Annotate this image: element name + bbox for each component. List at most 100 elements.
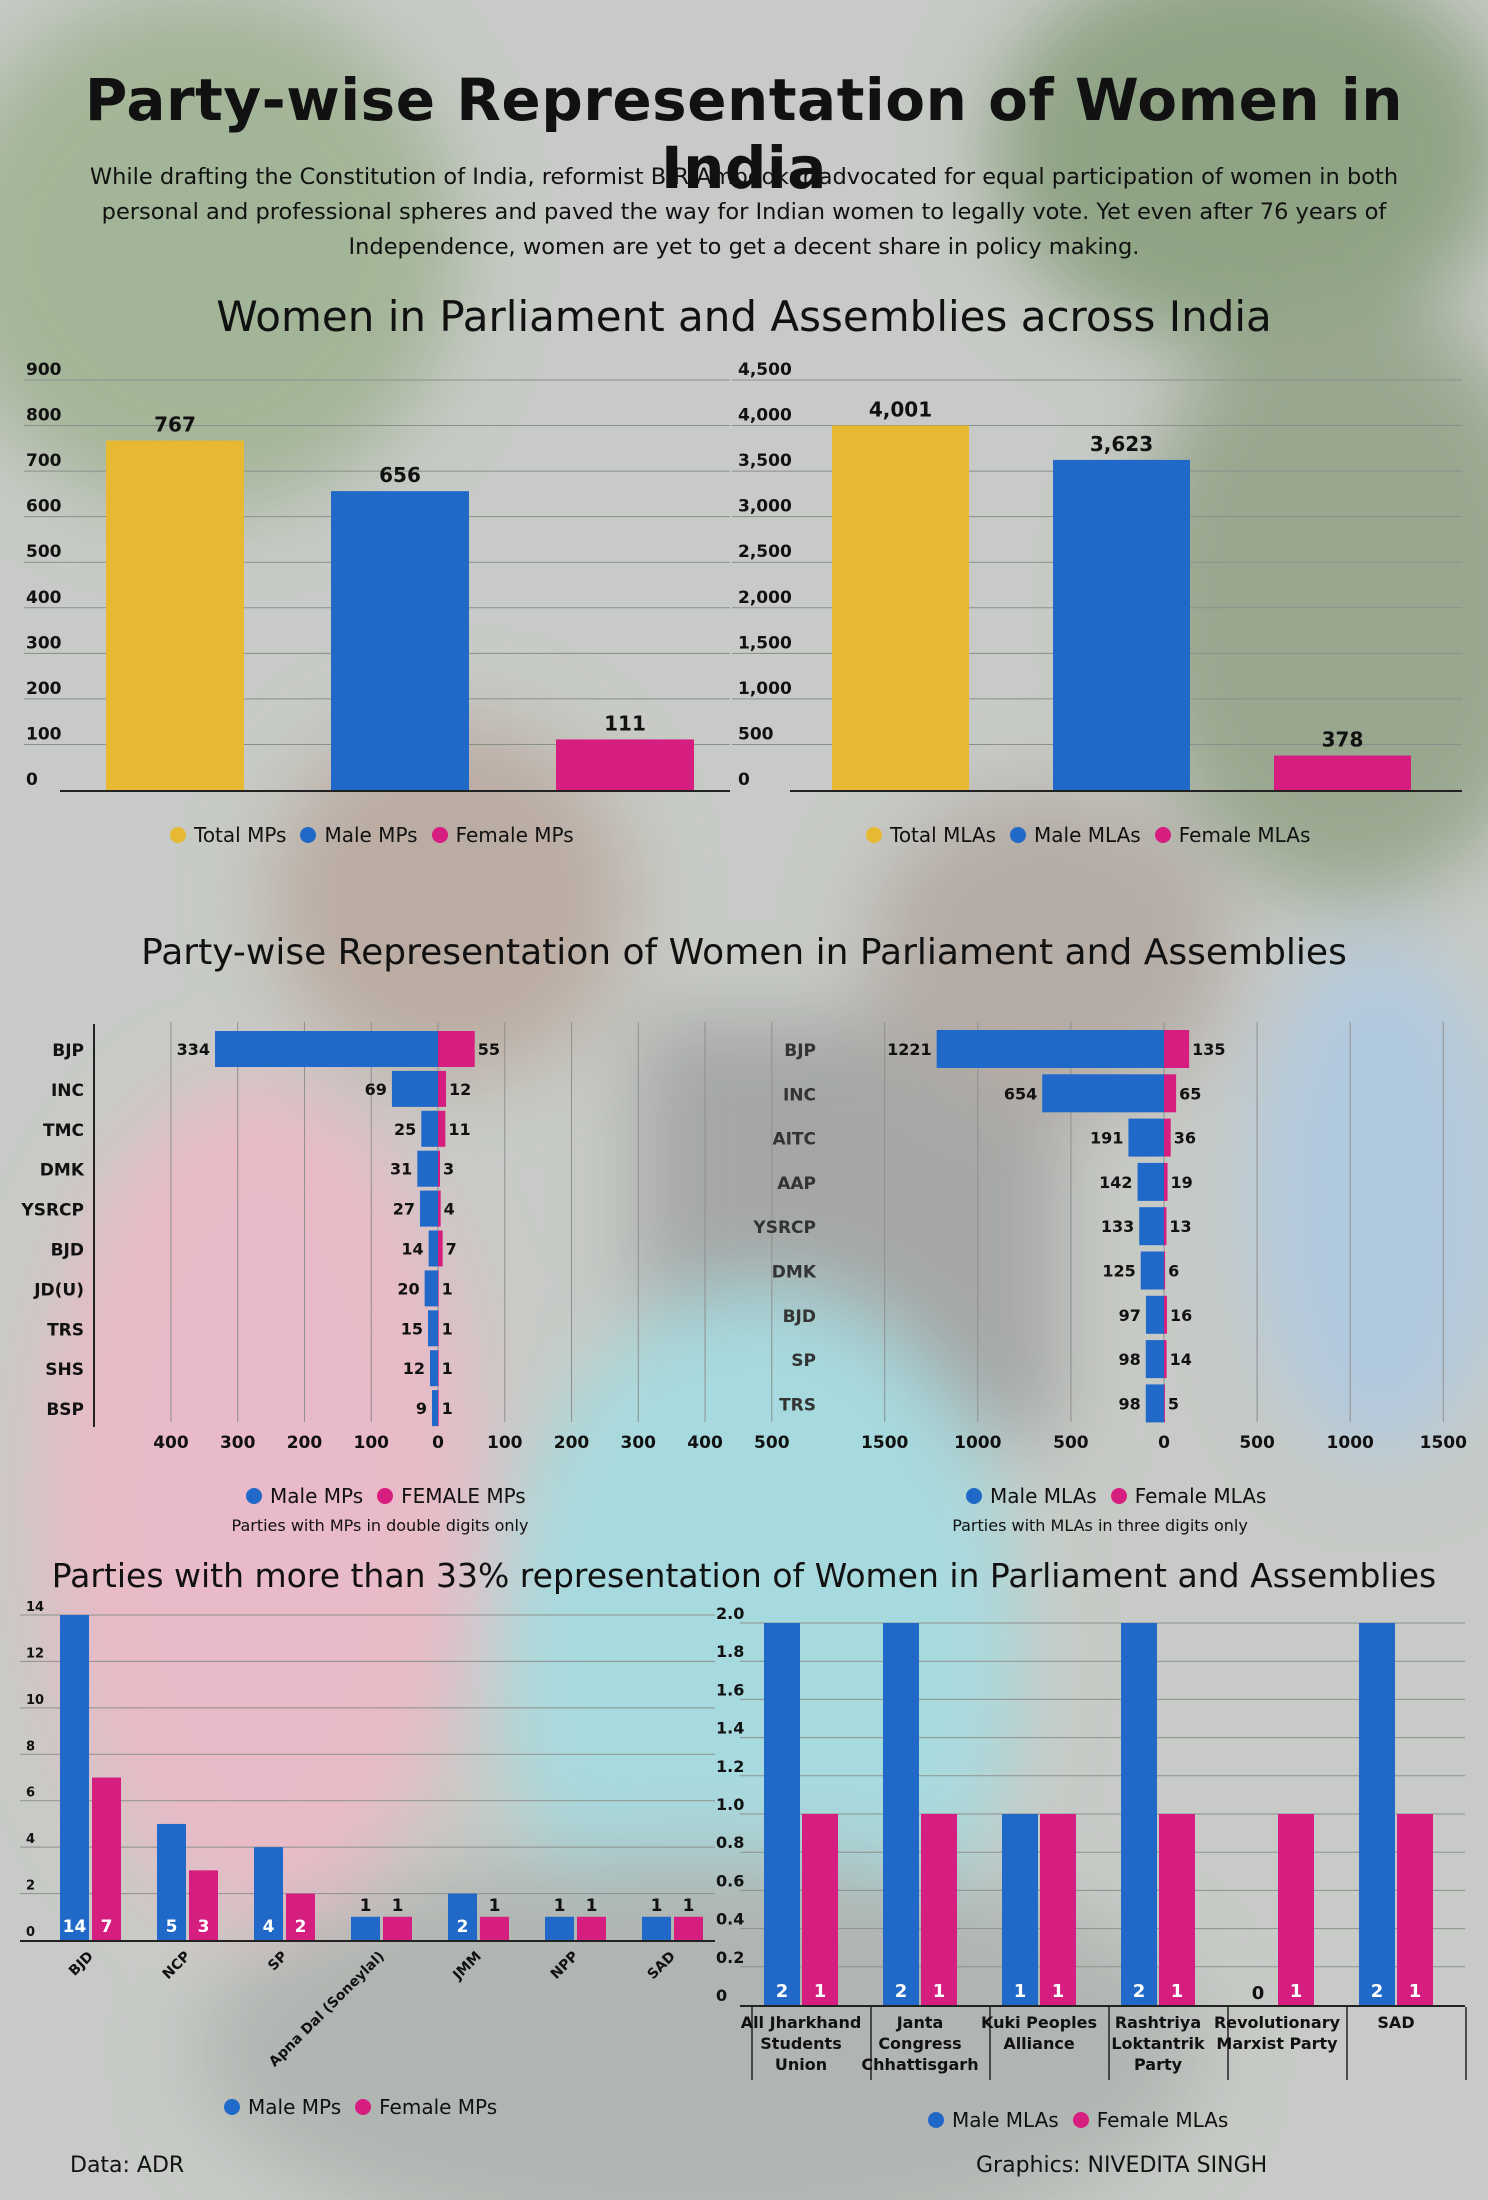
- bar-female: [1278, 1814, 1314, 2005]
- y-tick-label: 1.8: [716, 1642, 744, 1661]
- category-label: SP: [791, 1351, 816, 1371]
- legend-party-mps: Male MPs FEMALE MPs: [246, 1484, 526, 1508]
- data-label-female: 7: [101, 1917, 113, 1937]
- y-tick-label: 1,000: [738, 679, 792, 699]
- bar-male: [764, 1623, 800, 2005]
- data-credit: Data: ADR: [70, 2153, 185, 2178]
- bar-male: [545, 1916, 574, 1940]
- y-tick-label: 300: [26, 633, 62, 653]
- data-label-female: 1: [1171, 1981, 1184, 2002]
- y-tick-label: 0.2: [716, 1948, 744, 1967]
- data-label-female: 1: [442, 1319, 453, 1338]
- legend-item-male-mlas: Male MLAs: [966, 1484, 1097, 1508]
- legend-mps: Total MPs Male MPs Female MPs: [170, 823, 574, 847]
- bar-female: [189, 1870, 218, 1940]
- bar-female: [438, 1110, 446, 1147]
- data-label-male: 15: [401, 1319, 423, 1338]
- section-title-totals: Women in Parliament and Assemblies acros…: [216, 292, 1272, 341]
- bar-male: [429, 1350, 438, 1387]
- x-tick-label: 300: [220, 1433, 256, 1453]
- data-label-male: 191: [1090, 1129, 1123, 1148]
- bar-male: [417, 1150, 438, 1187]
- category-label: Kuki Peoples Alliance: [981, 2013, 1097, 2053]
- blue-dot-icon: [246, 1488, 262, 1504]
- x-tick-label: 0: [432, 1433, 444, 1453]
- note-party-mps: Parties with MPs in double digits only: [231, 1516, 529, 1535]
- y-tick-label: 2.0: [716, 1604, 744, 1623]
- bar-female: [438, 1350, 439, 1387]
- category-label: YSRCP: [20, 1201, 84, 1221]
- y-tick-label: 14: [26, 1600, 44, 1615]
- bar-female: [674, 1916, 703, 1940]
- bar-female: [1164, 1340, 1167, 1379]
- bar-female: [92, 1777, 121, 1940]
- bar-male: [157, 1823, 186, 1940]
- legend-33-mps: Male MPs Female MPs: [224, 2095, 497, 2119]
- bar-male: [1145, 1384, 1164, 1423]
- bar-male: [1128, 1118, 1164, 1157]
- y-tick-label: 900: [26, 360, 62, 380]
- x-tick-label: 0: [1158, 1433, 1170, 1453]
- category-label: AITC: [772, 1130, 816, 1150]
- data-label-male: 334: [177, 1040, 210, 1059]
- data-label-female: 1: [1290, 1981, 1303, 2002]
- blue-dot-icon: [966, 1488, 982, 1504]
- y-tick-label: 500: [26, 542, 62, 562]
- data-label-female: 65: [1179, 1084, 1201, 1103]
- data-label-male: 98: [1118, 1350, 1140, 1369]
- legend-party-mlas: Male MLAs Female MLAs: [966, 1484, 1266, 1508]
- category-label: BJP: [52, 1041, 84, 1061]
- category-label: JMM: [449, 1949, 484, 1984]
- bar-female: [438, 1031, 475, 1067]
- data-label: 4,001: [869, 397, 932, 421]
- bar-female: [383, 1916, 412, 1940]
- bar-male: [448, 1893, 477, 1940]
- x-tick-label: 1500: [1420, 1433, 1467, 1453]
- y-tick-label: 4,000: [738, 406, 792, 426]
- data-label-female: 1: [489, 1896, 501, 1916]
- category-label: BJP: [784, 1041, 816, 1061]
- x-tick-label: 300: [621, 1433, 657, 1453]
- gold-dot-icon: [170, 827, 186, 843]
- x-tick-label: 1000: [1327, 1433, 1374, 1453]
- data-label-female: 1: [933, 1981, 946, 2002]
- data-label-female: 1: [1409, 1981, 1422, 2002]
- bar-female: [1164, 1251, 1166, 1290]
- category-label: BJD: [66, 1949, 97, 1980]
- bar: [331, 491, 469, 790]
- x-tick-label: 500: [754, 1433, 790, 1453]
- x-tick-label: 400: [153, 1433, 189, 1453]
- blue-dot-icon: [1010, 827, 1027, 843]
- data-label-female: 135: [1192, 1040, 1225, 1059]
- y-tick-label: 0: [26, 770, 38, 790]
- data-label-female: 2: [295, 1917, 307, 1937]
- pink-dot-icon: [377, 1488, 394, 1504]
- y-tick-label: 0.8: [716, 1833, 744, 1852]
- bar-male: [1042, 1074, 1164, 1113]
- y-tick-label: 1.4: [716, 1719, 744, 1738]
- legend-label: Male MPs: [248, 2095, 342, 2119]
- bar-female: [1397, 1814, 1433, 2005]
- legend-label: Male MLAs: [1034, 823, 1141, 847]
- bar-female: [1159, 1814, 1195, 2005]
- y-tick-label: 6: [26, 1786, 35, 1801]
- blue-dot-icon: [928, 2112, 944, 2128]
- bar-female: [1164, 1207, 1167, 1246]
- y-tick-label: 0.6: [716, 1871, 744, 1890]
- category-label: Revolutionary Marxist Party: [1214, 2013, 1341, 2053]
- bar-female: [438, 1150, 441, 1187]
- data-label-male: 4: [263, 1917, 275, 1937]
- category-label: AAP: [777, 1174, 816, 1194]
- data-label-male: 14: [63, 1917, 87, 1937]
- chart-33-percent-mlas: 0 0.2 0.4 0.6 0.8 1.0 1.2 1.4 1.6 1.8 2.0 2 1 All Jha…: [716, 1604, 1467, 2080]
- legend-label: Total MPs: [194, 823, 287, 847]
- category-label: SAD: [1377, 2013, 1414, 2032]
- bar-male: [428, 1230, 438, 1267]
- category-label: YSRCP: [752, 1218, 816, 1238]
- legend-label: Male MPs: [270, 1484, 364, 1508]
- legend-label: Male MLAs: [990, 1484, 1097, 1508]
- category-label: TRS: [47, 1320, 84, 1340]
- y-tick-label: 0: [738, 770, 750, 790]
- x-tick-label: 100: [487, 1433, 523, 1453]
- data-label-female: 1: [392, 1896, 404, 1916]
